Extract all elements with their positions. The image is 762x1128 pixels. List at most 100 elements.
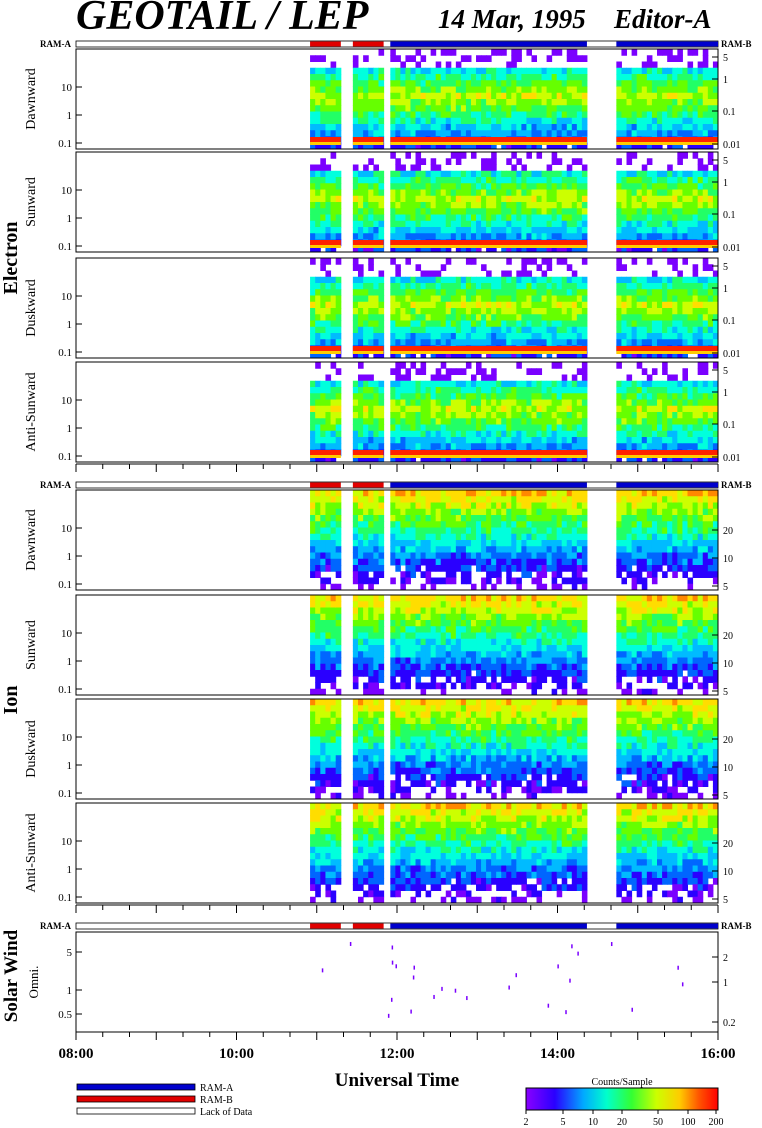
y-tick-right-label: 20 [723, 631, 733, 642]
y-tick-right-label: 0.01 [723, 349, 741, 360]
colorbar-tick-label: 200 [709, 1117, 724, 1128]
y-tick-label: 1 [67, 760, 73, 772]
panel-border [75, 698, 719, 800]
spectrogram [310, 699, 719, 800]
y-tick-right-label: 5 [723, 53, 728, 64]
y-tick-label: 10 [61, 523, 73, 535]
low-energy-band [310, 351, 341, 354]
y-tick-label: 0.1 [58, 684, 72, 696]
low-energy-band [310, 450, 341, 455]
y-tick-label: 1 [67, 551, 73, 563]
y-tick-label: 10 [61, 82, 73, 94]
low-energy-band [390, 142, 587, 145]
low-energy-band [352, 137, 384, 142]
mode-right-label: RAM-B [721, 39, 752, 49]
y-tick-label: 0.1 [58, 241, 72, 253]
solar-point [395, 964, 397, 969]
low-energy-band [616, 455, 718, 458]
low-energy-band [616, 346, 718, 351]
y-tick-label: 1 [67, 423, 73, 435]
y-tick-label: 0.1 [58, 347, 72, 359]
panel-label-electron-0: Dawnward [24, 68, 39, 129]
panel-label-omni: Omni. [26, 966, 41, 999]
y-tick-right-label: 10 [723, 554, 733, 565]
y-tick-label: 0.1 [58, 892, 72, 904]
mode-segment [352, 923, 384, 929]
panel-border [75, 489, 719, 591]
solar-point [413, 965, 415, 970]
panel-border [75, 802, 719, 904]
y-tick-label: 10 [61, 395, 73, 407]
solar-y-tick-label: 5 [67, 947, 73, 959]
date-label: 14 Mar, 1995 [438, 4, 586, 34]
mode-segment [390, 923, 587, 929]
group-label-ion: Ion [0, 686, 22, 715]
mode-segment [616, 41, 718, 47]
low-energy-band [616, 245, 718, 248]
colorbar-tick-label: 100 [681, 1117, 696, 1128]
panel-label-electron-3: Anti-Sunward [24, 372, 39, 451]
legend-label: RAM-B [200, 1095, 233, 1106]
panel-border [75, 594, 719, 696]
low-energy-band [616, 450, 718, 455]
solar-point [569, 978, 571, 983]
y-tick-label: 10 [61, 628, 73, 640]
panel-border [75, 361, 719, 463]
solar-point [391, 945, 394, 950]
spectrogram [310, 490, 719, 591]
mode-left-label: RAM-A [40, 480, 71, 490]
solar-y-tick-label: 1 [67, 985, 73, 997]
y-tick-label: 0.1 [58, 138, 72, 150]
low-energy-band [352, 351, 384, 354]
y-tick-right-label: 1 [723, 388, 728, 399]
mode-segment [616, 923, 718, 929]
low-energy-band [352, 240, 384, 245]
low-energy-band [616, 142, 718, 145]
legend-label: Lack of Data [200, 1107, 253, 1118]
legend-swatch [76, 1083, 196, 1091]
y-tick-right-label: 5 [723, 895, 728, 906]
mode-right-label: RAM-B [721, 921, 752, 931]
mode-segment [310, 482, 341, 488]
y-tick-right-label: 1 [723, 178, 728, 189]
low-energy-band [390, 240, 587, 245]
mode-segment [310, 41, 341, 47]
colorbar-tick-label: 10 [588, 1117, 598, 1128]
solar-point [349, 941, 352, 946]
y-tick-right-label: 5 [723, 582, 728, 593]
solar-point [631, 1007, 633, 1012]
colorbar-tick-label: 50 [653, 1117, 663, 1128]
solar-point [441, 986, 443, 991]
x-tick-label: 14:00 [540, 1046, 575, 1062]
x-tick-label: 12:00 [380, 1046, 415, 1062]
low-energy-band [310, 240, 341, 245]
low-energy-band [310, 137, 341, 142]
y-tick-right-label: 5 [723, 687, 728, 698]
mode-left-label: RAM-A [40, 39, 71, 49]
solar-y-tick-right-label: 1 [723, 978, 728, 989]
low-energy-band [390, 450, 587, 455]
mode-right-label: RAM-B [721, 480, 752, 490]
solar-point [410, 1009, 412, 1014]
mode-segment [352, 41, 384, 47]
mode-left-label: RAM-A [40, 921, 71, 931]
spectrogram [310, 152, 719, 253]
solar-point [571, 944, 573, 949]
y-tick-label: 0.1 [58, 579, 72, 591]
low-energy-band [390, 455, 587, 458]
y-tick-label: 0.1 [58, 451, 72, 463]
legend-swatch [76, 1107, 196, 1115]
y-tick-right-label: 20 [723, 839, 733, 850]
solar-point [433, 994, 435, 999]
solar-point [387, 1013, 390, 1018]
editor-label: Editor-A [614, 4, 712, 34]
y-tick-right-label: 5 [723, 262, 728, 273]
y-tick-label: 10 [61, 836, 73, 848]
solar-point [412, 975, 415, 980]
low-energy-band [352, 245, 384, 248]
y-tick-label: 1 [67, 110, 73, 122]
low-energy-band [352, 142, 384, 145]
colorbar-tick-label: 20 [617, 1117, 627, 1128]
colorbar-title: Counts/Sample [591, 1077, 653, 1088]
solar-point [547, 1003, 550, 1008]
